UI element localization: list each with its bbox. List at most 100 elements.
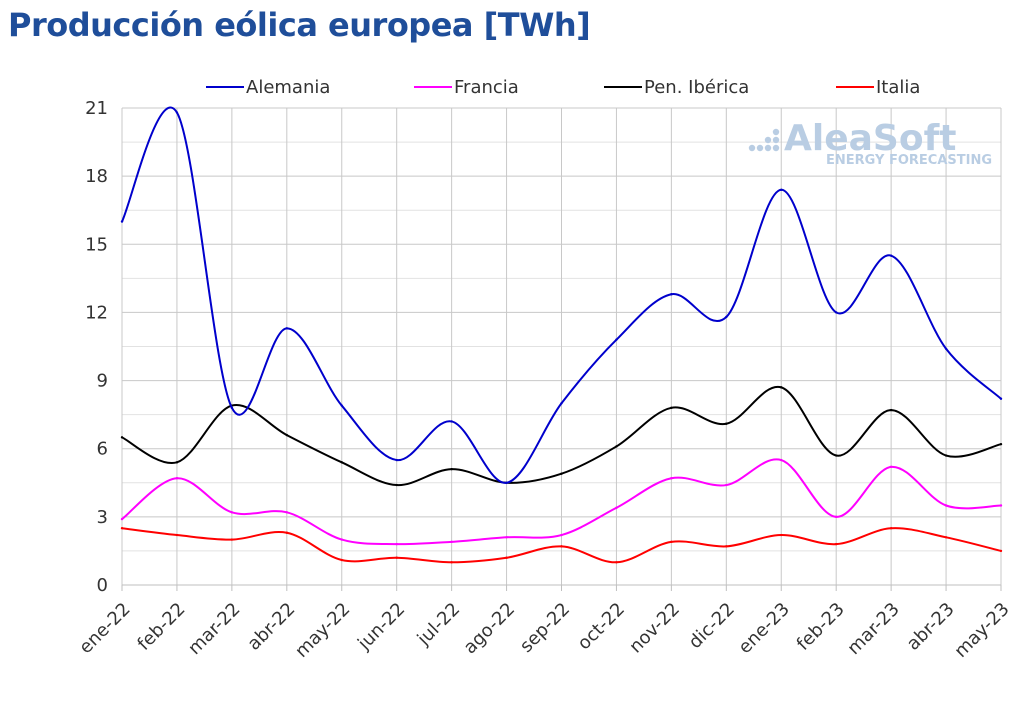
data-point-italia	[120, 527, 124, 530]
data-point-italia	[560, 545, 563, 548]
axes	[121, 108, 1002, 591]
x-tick-label: may-22	[291, 599, 354, 662]
data-point-francia	[834, 515, 838, 519]
data-point-pen-ib-rica	[725, 422, 728, 425]
y-tick-label: 12	[85, 302, 108, 323]
data-point-italia	[395, 556, 398, 559]
series-line-francia	[121, 458, 1002, 546]
x-tick-label: mar-23	[843, 599, 903, 659]
legend: Alemania Francia Pen. Ibérica Italia	[206, 77, 920, 98]
y-tick-label: 18	[85, 166, 108, 187]
data-point-italia	[450, 561, 453, 564]
logo-dot	[772, 128, 780, 136]
data-point-italia	[944, 536, 948, 539]
data-point-pen-ib-rica	[615, 445, 618, 448]
data-point-francia	[560, 533, 563, 537]
data-point-alemania	[834, 311, 838, 314]
data-point-italia	[834, 542, 838, 546]
y-tick-label: 0	[97, 575, 108, 596]
legend-label-alemania: Alemania	[246, 77, 330, 98]
watermark-logo: AleaSoft ENERGY FORECASTING	[748, 118, 992, 168]
x-tick-label: jul-22	[413, 599, 464, 650]
data-point-pen-ib-rica	[889, 408, 893, 412]
y-tick-label: 21	[85, 98, 108, 119]
data-point-italia	[285, 531, 289, 534]
data-point-pen-ib-rica	[395, 483, 398, 487]
data-point-alemania	[340, 404, 343, 407]
data-point-alemania	[725, 315, 728, 319]
data-point-francia	[944, 504, 948, 507]
data-point-francia	[395, 542, 398, 546]
x-tick-label: may-23	[950, 599, 1013, 662]
data-point-francia	[889, 465, 893, 469]
data-point-italia	[505, 556, 508, 559]
x-tick-label: dic-22	[685, 599, 739, 653]
data-point-italia	[999, 549, 1003, 553]
x-tick-label: oct-22	[574, 599, 629, 654]
x-tick-label: jun-22	[353, 599, 409, 655]
data-point-italia	[889, 527, 893, 530]
y-tick-labels: 0 3 6 9 12 15 18 21	[85, 98, 108, 596]
data-point-alemania	[450, 420, 453, 423]
data-point-francia	[505, 536, 508, 539]
data-point-francia	[725, 483, 728, 487]
data-point-alemania	[670, 293, 673, 296]
logo-dot	[764, 136, 772, 144]
x-tick-label: mar-22	[184, 599, 244, 659]
logo-dot	[772, 144, 780, 152]
data-point-italia	[175, 533, 179, 537]
data-point-pen-ib-rica	[340, 461, 343, 464]
data-point-francia	[175, 477, 179, 480]
x-tick-label: ene-23	[734, 599, 793, 658]
data-point-italia	[230, 538, 234, 541]
data-point-francia	[285, 511, 289, 514]
x-tick-label: ago-22	[460, 599, 520, 659]
data-point-alemania	[560, 402, 563, 405]
data-point-alemania	[395, 458, 398, 462]
data-point-alemania	[120, 220, 124, 223]
logo-dot	[756, 144, 764, 152]
logo-dot	[748, 144, 756, 152]
data-point-pen-ib-rica	[944, 454, 948, 457]
data-point-francia	[450, 540, 453, 544]
data-point-alemania	[230, 406, 234, 410]
data-point-pen-ib-rica	[999, 442, 1003, 446]
x-tick-label: feb-23	[793, 599, 849, 655]
logo-dot	[764, 144, 772, 152]
x-tick-label: nov-22	[625, 599, 684, 658]
data-point-italia	[780, 533, 783, 537]
y-tick-label: 3	[97, 507, 108, 528]
data-point-alemania	[889, 254, 893, 257]
data-point-pen-ib-rica	[120, 436, 124, 439]
data-point-francia	[340, 538, 343, 541]
data-point-alemania	[944, 347, 948, 350]
data-point-francia	[230, 511, 234, 514]
watermark-tagline: ENERGY FORECASTING	[826, 153, 992, 168]
y-tick-label: 15	[85, 234, 108, 255]
x-tick-label: ene-22	[75, 599, 134, 658]
data-point-alemania	[505, 481, 508, 484]
data-point-francia	[120, 517, 124, 521]
data-point-italia	[670, 540, 673, 544]
data-point-italia	[615, 561, 618, 564]
series-line-pen-ib-rica	[121, 386, 1002, 487]
legend-label-francia: Francia	[454, 77, 519, 98]
data-point-alemania	[999, 397, 1003, 400]
data-point-pen-ib-rica	[175, 461, 179, 464]
x-tick-label: sep-22	[516, 599, 574, 657]
grid	[122, 107, 1002, 585]
data-point-francia	[999, 504, 1003, 507]
series-lines	[120, 106, 1003, 564]
legend-label-italia: Italia	[876, 77, 920, 98]
data-point-alemania	[615, 338, 618, 341]
data-point-francia	[670, 477, 673, 480]
data-point-alemania	[175, 111, 179, 114]
data-point-pen-ib-rica	[560, 472, 563, 475]
data-point-pen-ib-rica	[780, 386, 783, 389]
data-point-pen-ib-rica	[285, 433, 289, 437]
y-tick-label: 6	[97, 439, 108, 460]
data-point-pen-ib-rica	[670, 406, 673, 410]
data-point-alemania	[285, 327, 289, 330]
